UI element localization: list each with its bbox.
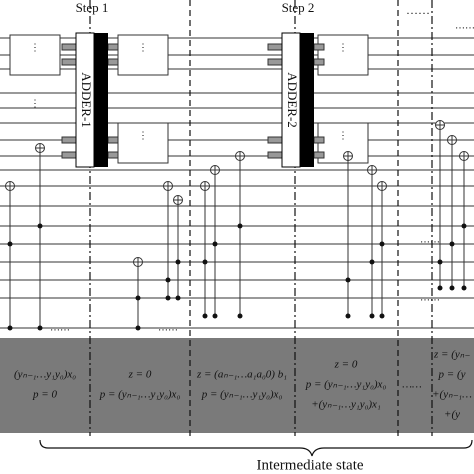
control: [237, 313, 243, 319]
control: [37, 325, 43, 331]
state-formula: z = 0: [128, 369, 152, 381]
state-formula: z = (aₙ₋₁…a₁a₀0) b₁: [196, 369, 287, 381]
vdots: ⋮: [30, 98, 40, 109]
state-formula: +(yₙ₋₁…y₁y₀)x₁: [311, 399, 381, 411]
adder-bar: [300, 33, 314, 167]
control: [437, 259, 443, 265]
ellipsis: ……: [406, 3, 430, 17]
control: [345, 277, 351, 283]
control: [175, 295, 181, 301]
bus: [267, 151, 283, 159]
step-label: Step 2: [282, 0, 315, 15]
control: [449, 285, 455, 291]
control: [135, 295, 141, 301]
control: [461, 223, 467, 229]
state-formula: +(yₙ₋₁…: [432, 389, 472, 401]
state-formula: p = 0: [32, 389, 57, 401]
register-box: [9, 34, 61, 76]
state-formula: z = (yₙ₋: [433, 349, 470, 361]
bus: [313, 151, 325, 159]
vdots: ⋮: [138, 130, 148, 141]
adder-label: ADDER-1: [79, 72, 94, 128]
ellipsis: ……: [420, 234, 440, 245]
state-formula: z = 0: [334, 359, 358, 371]
bus: [313, 43, 325, 51]
state-formula: p = (y: [438, 369, 466, 381]
state-formula: ……: [402, 379, 422, 391]
adder-bar: [94, 33, 108, 167]
bus: [61, 43, 77, 51]
control: [165, 295, 171, 301]
bus: [313, 58, 325, 66]
control: [175, 259, 181, 265]
adder-label: ADDER-2: [285, 72, 300, 128]
control: [165, 277, 171, 283]
control: [379, 241, 385, 247]
state-formula: +(y: [444, 409, 460, 421]
control: [135, 325, 141, 331]
control: [37, 223, 43, 229]
control: [202, 259, 208, 265]
register-box: [317, 122, 369, 164]
state-band: [0, 338, 474, 433]
state-formula: (yₙ₋₁…y₁y₀)x₀: [14, 369, 76, 381]
bus: [107, 43, 119, 51]
ellipsis: ……: [455, 20, 474, 31]
bus: [61, 58, 77, 66]
ellipsis: ……: [50, 322, 70, 333]
vdots: ⋮: [30, 42, 40, 53]
control: [237, 223, 243, 229]
control: [379, 313, 385, 319]
step-label: Step 1: [76, 0, 109, 15]
bus: [267, 43, 283, 51]
state-formula: p = (yₙ₋₁…y₁y₀)x₀: [305, 379, 387, 391]
control: [212, 241, 218, 247]
vdots: ⋮: [338, 42, 348, 53]
control: [437, 285, 443, 291]
bus: [61, 136, 77, 144]
footer-label: Intermediate state: [256, 457, 363, 473]
register-box: [117, 122, 169, 164]
ellipsis: ……: [420, 292, 440, 303]
register-box: [117, 34, 169, 76]
bus: [267, 58, 283, 66]
control: [369, 259, 375, 265]
control: [7, 241, 13, 247]
brace: [39, 439, 473, 457]
vdots: ⋮: [138, 42, 148, 53]
ellipsis: ……: [158, 322, 178, 333]
bus: [61, 151, 77, 159]
bus: [313, 136, 325, 144]
control: [202, 313, 208, 319]
control: [345, 313, 351, 319]
state-formula: p = (yₙ₋₁…y₁y₀)x₀: [201, 389, 283, 401]
state-formula: p = (yₙ₋₁…y₁y₀)x₀: [99, 389, 181, 401]
bus: [107, 136, 119, 144]
control: [369, 313, 375, 319]
wires: [0, 37, 474, 329]
control: [7, 325, 13, 331]
bus: [267, 136, 283, 144]
control: [212, 313, 218, 319]
vdots: ⋮: [338, 130, 348, 141]
control: [449, 241, 455, 247]
register-box: [317, 34, 369, 76]
bus: [107, 58, 119, 66]
control: [461, 285, 467, 291]
bus: [107, 151, 119, 159]
